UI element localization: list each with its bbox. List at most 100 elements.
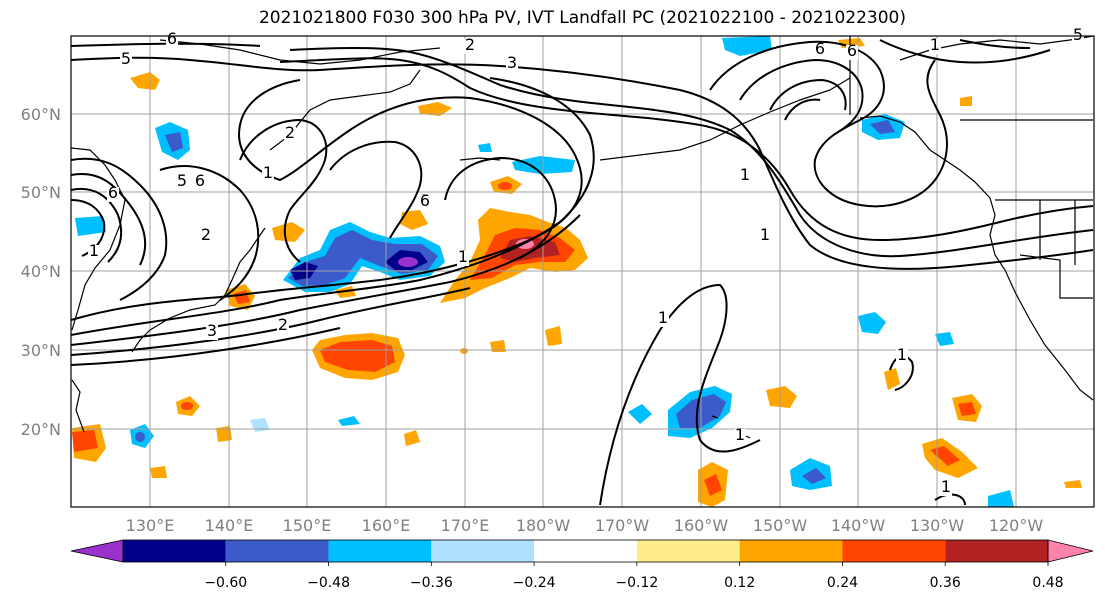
contour-label-bg <box>200 229 212 244</box>
contour-label: 6 <box>420 191 430 210</box>
shaded-fields <box>72 36 1082 507</box>
contour-label: 3 <box>207 321 217 340</box>
negative-anomaly-patch <box>858 312 886 334</box>
negative-anomaly-patch <box>478 143 492 152</box>
colorbar-extend-max <box>1047 539 1094 563</box>
negative-anomaly-patch <box>75 216 106 236</box>
positive-anomaly-patch <box>150 466 167 478</box>
pv-contours <box>70 39 1094 506</box>
colorbar-box <box>534 540 637 562</box>
contour-label: 1 <box>740 165 750 184</box>
positive-anomaly-patch <box>545 326 562 346</box>
contour-labels: 56236211656213261611111651 <box>88 25 1084 496</box>
contour-label-bg <box>814 43 826 58</box>
contour-label-bg <box>657 312 669 327</box>
negative-anomaly-patch <box>398 257 418 267</box>
contour-label-bg <box>419 195 431 210</box>
positive-anomaly-patch <box>216 426 232 442</box>
colorbar-box <box>739 540 843 562</box>
contour-label: 6 <box>167 29 177 48</box>
contour-label-bg <box>166 33 178 48</box>
positive-anomaly-patch <box>960 96 972 106</box>
contour-label: 2 <box>201 225 211 244</box>
contour-label-bg <box>107 187 119 202</box>
colorbar-tick-label: −0.60 <box>204 575 247 591</box>
positive-anomaly-patch <box>498 182 512 190</box>
colorbar-tick-label: −0.24 <box>513 575 556 591</box>
lat-label: 60°N <box>21 105 61 124</box>
contour-label-bg <box>506 57 518 72</box>
contour-label-bg <box>277 319 289 334</box>
contour-label-bg <box>929 39 941 54</box>
contour-label-bg <box>940 481 952 496</box>
contour-label: 1 <box>760 225 770 244</box>
latitude-labels: 60°N 50°N 40°N 30°N 20°N <box>21 105 61 439</box>
lon-label: 140°E <box>205 516 254 535</box>
positive-anomaly-patch <box>1064 480 1082 488</box>
contour-label-bg <box>457 251 469 266</box>
contour-label-bg <box>284 127 296 142</box>
positive-anomaly-patch <box>272 222 305 242</box>
colorbar-tick-label: 0.12 <box>724 575 755 591</box>
contour-label: 1 <box>897 345 907 364</box>
lon-label: 180°W <box>516 516 571 535</box>
positive-anomaly-patch <box>766 386 797 408</box>
colorbar-tick-label: −0.48 <box>307 575 350 591</box>
contour-label: 3 <box>507 53 517 72</box>
negative-anomaly-patch <box>988 490 1014 507</box>
contour-label-bg <box>739 169 751 184</box>
negative-anomaly-patch <box>870 120 895 134</box>
contour-label: 2 <box>278 315 288 334</box>
contour-label: 1 <box>930 35 940 54</box>
lon-label: 170°E <box>441 516 490 535</box>
contour-label: 5 <box>177 171 187 190</box>
contour-label-bg <box>120 53 132 68</box>
colorbar-box <box>225 540 329 562</box>
negative-anomaly-patch <box>935 332 954 346</box>
colorbar-box <box>842 540 946 562</box>
lon-label: 150°E <box>283 516 332 535</box>
negative-anomaly-patch <box>722 36 772 56</box>
lat-label: 30°N <box>21 341 61 360</box>
contour-label-bg <box>759 229 771 244</box>
negative-anomaly-patch <box>288 230 438 286</box>
colorbar-tick-label: 0.36 <box>930 575 961 591</box>
lon-label: 130°W <box>910 516 965 535</box>
contour-label-bg <box>206 325 218 340</box>
contour-label-bg <box>734 429 746 444</box>
positive-anomaly-patch <box>704 474 722 496</box>
colorbar-tick-label: 0.24 <box>827 575 858 591</box>
lon-label: 150°W <box>753 516 808 535</box>
negative-anomaly-patch <box>135 432 145 442</box>
contour-label: 6 <box>815 39 825 58</box>
colorbar-box <box>431 540 535 562</box>
positive-anomaly-patch <box>958 402 976 416</box>
colorbar-frame <box>122 539 1049 563</box>
colorbar-box <box>328 540 432 562</box>
contour-label: 1 <box>458 247 468 266</box>
longitude-labels: 130°E 140°E 150°E 160°E 170°E 180°W 170°W 160°W… <box>126 516 1044 535</box>
contour-label: 2 <box>285 123 295 142</box>
contour-label: 5 <box>121 49 131 68</box>
positive-anomaly-patch <box>460 348 468 354</box>
contour-label: 1 <box>941 477 951 496</box>
negative-anomaly-patch <box>802 468 826 484</box>
colorbar: −0.60 −0.48 −0.36 −0.24 −0.12 0.12 0.24 0.36 0.4… <box>70 539 1094 591</box>
contour-label-bg <box>88 245 100 260</box>
colorbar-box <box>945 540 1048 562</box>
lon-label: 140°W <box>831 516 886 535</box>
colorbar-tick-label: −0.12 <box>615 575 658 591</box>
positive-anomaly-patch <box>181 402 193 410</box>
positive-anomaly-patch <box>130 72 160 90</box>
contour-label: 1 <box>735 425 745 444</box>
positive-anomaly-patch <box>418 102 452 116</box>
colorbar-box <box>123 540 226 562</box>
negative-anomaly-patch <box>628 404 652 424</box>
contour-label: 6 <box>108 183 118 202</box>
contour-label-bg <box>896 349 908 364</box>
contour-label: 5 <box>1073 25 1083 44</box>
positive-anomaly-patch <box>404 430 420 446</box>
positive-anomaly-patch <box>72 430 98 452</box>
positive-anomaly-patch <box>884 368 900 390</box>
